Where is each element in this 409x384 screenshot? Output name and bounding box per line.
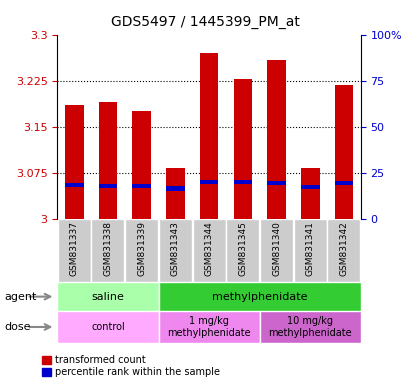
Bar [334, 181, 353, 185]
Bar [199, 53, 218, 219]
Bar [233, 79, 252, 219]
Bar [166, 186, 184, 190]
Bar [132, 184, 151, 188]
Bar [259, 311, 360, 343]
Bar [132, 111, 151, 219]
Bar [259, 219, 292, 282]
Bar [99, 184, 117, 188]
Bar [293, 219, 326, 282]
Bar [300, 185, 319, 189]
Bar [158, 219, 191, 282]
Text: GSM831338: GSM831338 [103, 221, 112, 276]
Text: GSM831340: GSM831340 [271, 221, 280, 276]
Text: GSM831344: GSM831344 [204, 221, 213, 276]
Text: GSM831342: GSM831342 [339, 221, 348, 276]
Bar [300, 169, 319, 219]
Bar [65, 183, 83, 187]
Text: GDS5497 / 1445399_PM_at: GDS5497 / 1445399_PM_at [110, 15, 299, 29]
Bar [226, 219, 259, 282]
Bar [57, 311, 158, 343]
Text: GSM831345: GSM831345 [238, 221, 247, 276]
Bar [91, 219, 124, 282]
Text: 10 mg/kg
methylphenidate: 10 mg/kg methylphenidate [268, 316, 351, 338]
Bar [334, 85, 353, 219]
Legend: transformed count, percentile rank within the sample: transformed count, percentile rank withi… [42, 356, 220, 377]
Bar [192, 219, 225, 282]
Bar [57, 282, 158, 311]
Text: dose: dose [4, 322, 31, 332]
Bar [166, 168, 184, 219]
Bar [158, 311, 259, 343]
Text: GSM831341: GSM831341 [305, 221, 314, 276]
Bar [158, 282, 360, 311]
Bar [58, 219, 90, 282]
Bar [99, 102, 117, 219]
Bar [267, 181, 285, 185]
Bar [125, 219, 158, 282]
Text: control: control [91, 322, 124, 332]
Text: methylphenidate: methylphenidate [211, 291, 307, 302]
Text: GSM831337: GSM831337 [70, 221, 79, 276]
Bar [199, 180, 218, 184]
Text: GSM831339: GSM831339 [137, 221, 146, 276]
Text: agent: agent [4, 291, 36, 302]
Text: saline: saline [91, 291, 124, 302]
Bar [65, 105, 83, 219]
Bar [327, 219, 360, 282]
Text: 1 mg/kg
methylphenidate: 1 mg/kg methylphenidate [167, 316, 250, 338]
Bar [267, 60, 285, 219]
Bar [233, 180, 252, 184]
Text: GSM831343: GSM831343 [171, 221, 180, 276]
